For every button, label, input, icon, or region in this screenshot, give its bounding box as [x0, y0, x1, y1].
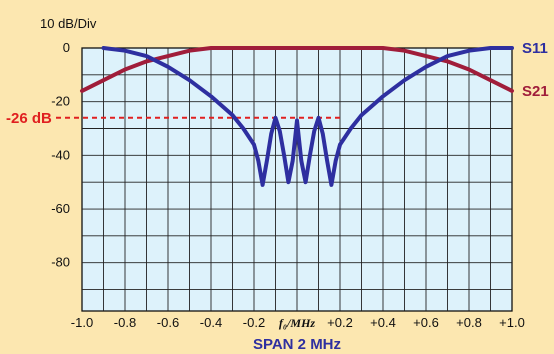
span-label: SPAN 2 MHz	[253, 336, 341, 353]
x-tick-label: +0.8	[456, 315, 482, 330]
y-tick-label: -40	[51, 147, 70, 162]
y-tick-label: 0	[63, 40, 70, 55]
x-tick-label: +0.4	[370, 315, 396, 330]
x-tick-label: -0.2	[243, 315, 265, 330]
y-tick-label: -60	[51, 201, 70, 216]
x-tick-label: +1.0	[499, 315, 525, 330]
marker-label: -26 dB	[6, 110, 52, 127]
x-tick-label: -0.8	[114, 315, 136, 330]
x-tick-label: -0.4	[200, 315, 222, 330]
y-tick-label: -80	[51, 255, 70, 270]
series-line-s11	[101, 46, 514, 187]
series-label-s11: S11	[522, 40, 548, 57]
series-label-s21: S21	[522, 83, 549, 100]
y-tick-label: -20	[51, 94, 70, 109]
x-tick-label: -0.6	[157, 315, 179, 330]
x-tick-label: +0.2	[327, 315, 353, 330]
x-tick-label: +0.6	[413, 315, 439, 330]
x-tick-label: -1.0	[71, 315, 93, 330]
x-center-label: f₀/MHz	[279, 316, 316, 330]
y-unit-label: 10 dB/Div	[40, 16, 97, 31]
